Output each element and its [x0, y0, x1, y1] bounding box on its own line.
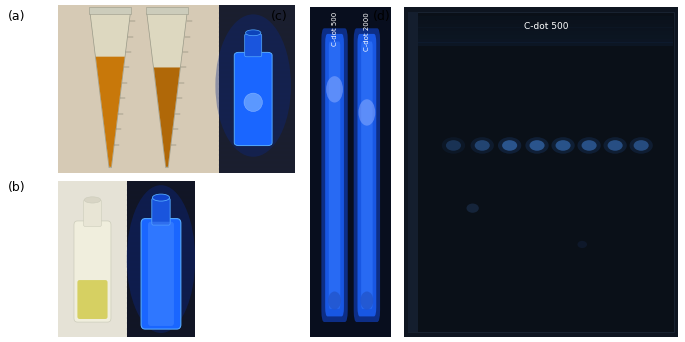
Ellipse shape — [471, 137, 494, 154]
Polygon shape — [96, 57, 125, 167]
Ellipse shape — [502, 140, 517, 151]
Bar — [58, 181, 127, 337]
Ellipse shape — [556, 140, 571, 151]
Ellipse shape — [328, 291, 341, 310]
Text: (d): (d) — [373, 10, 391, 23]
Ellipse shape — [127, 185, 195, 333]
FancyBboxPatch shape — [148, 222, 174, 326]
FancyBboxPatch shape — [353, 28, 380, 322]
FancyBboxPatch shape — [234, 52, 272, 146]
Ellipse shape — [577, 241, 587, 248]
Bar — [410, 16, 673, 20]
Text: (b): (b) — [8, 181, 26, 194]
Ellipse shape — [245, 30, 261, 36]
Ellipse shape — [498, 137, 521, 154]
Ellipse shape — [326, 76, 343, 103]
Ellipse shape — [446, 140, 461, 151]
Ellipse shape — [525, 137, 549, 154]
FancyBboxPatch shape — [325, 34, 344, 316]
Ellipse shape — [360, 291, 373, 310]
Ellipse shape — [475, 140, 490, 151]
Bar — [410, 27, 673, 31]
Ellipse shape — [582, 140, 597, 151]
Bar — [410, 39, 673, 43]
Ellipse shape — [466, 203, 479, 213]
Text: C-dot 500: C-dot 500 — [332, 12, 338, 46]
Bar — [127, 181, 195, 337]
Text: C-dot 2000: C-dot 2000 — [364, 12, 370, 51]
Polygon shape — [147, 14, 187, 168]
Polygon shape — [90, 14, 130, 168]
Bar — [410, 35, 673, 39]
FancyBboxPatch shape — [321, 28, 348, 322]
Text: (a): (a) — [8, 10, 26, 23]
Ellipse shape — [577, 137, 601, 154]
Bar — [410, 31, 673, 35]
Ellipse shape — [358, 99, 375, 126]
Bar — [89, 7, 132, 14]
Bar — [58, 5, 219, 173]
FancyBboxPatch shape — [152, 198, 170, 225]
FancyBboxPatch shape — [77, 280, 108, 319]
Text: (c): (c) — [271, 10, 287, 23]
Ellipse shape — [153, 194, 170, 201]
FancyBboxPatch shape — [74, 221, 111, 322]
Bar — [410, 24, 673, 28]
Bar — [146, 7, 188, 14]
Ellipse shape — [551, 137, 575, 154]
Bar — [408, 12, 418, 332]
FancyBboxPatch shape — [245, 34, 262, 57]
FancyBboxPatch shape — [329, 41, 340, 309]
FancyBboxPatch shape — [141, 219, 181, 329]
FancyBboxPatch shape — [84, 200, 101, 226]
Bar — [219, 5, 295, 173]
Polygon shape — [154, 67, 180, 167]
Ellipse shape — [244, 93, 262, 111]
Ellipse shape — [608, 140, 623, 151]
Ellipse shape — [603, 137, 627, 154]
FancyBboxPatch shape — [358, 34, 376, 316]
Ellipse shape — [84, 197, 101, 203]
Ellipse shape — [215, 14, 291, 157]
Ellipse shape — [634, 140, 649, 151]
FancyBboxPatch shape — [361, 41, 373, 309]
Ellipse shape — [630, 137, 653, 154]
Text: C-dot 500: C-dot 500 — [525, 22, 569, 31]
Ellipse shape — [530, 140, 545, 151]
Bar — [410, 20, 673, 24]
Ellipse shape — [442, 137, 465, 154]
Bar — [410, 42, 673, 47]
